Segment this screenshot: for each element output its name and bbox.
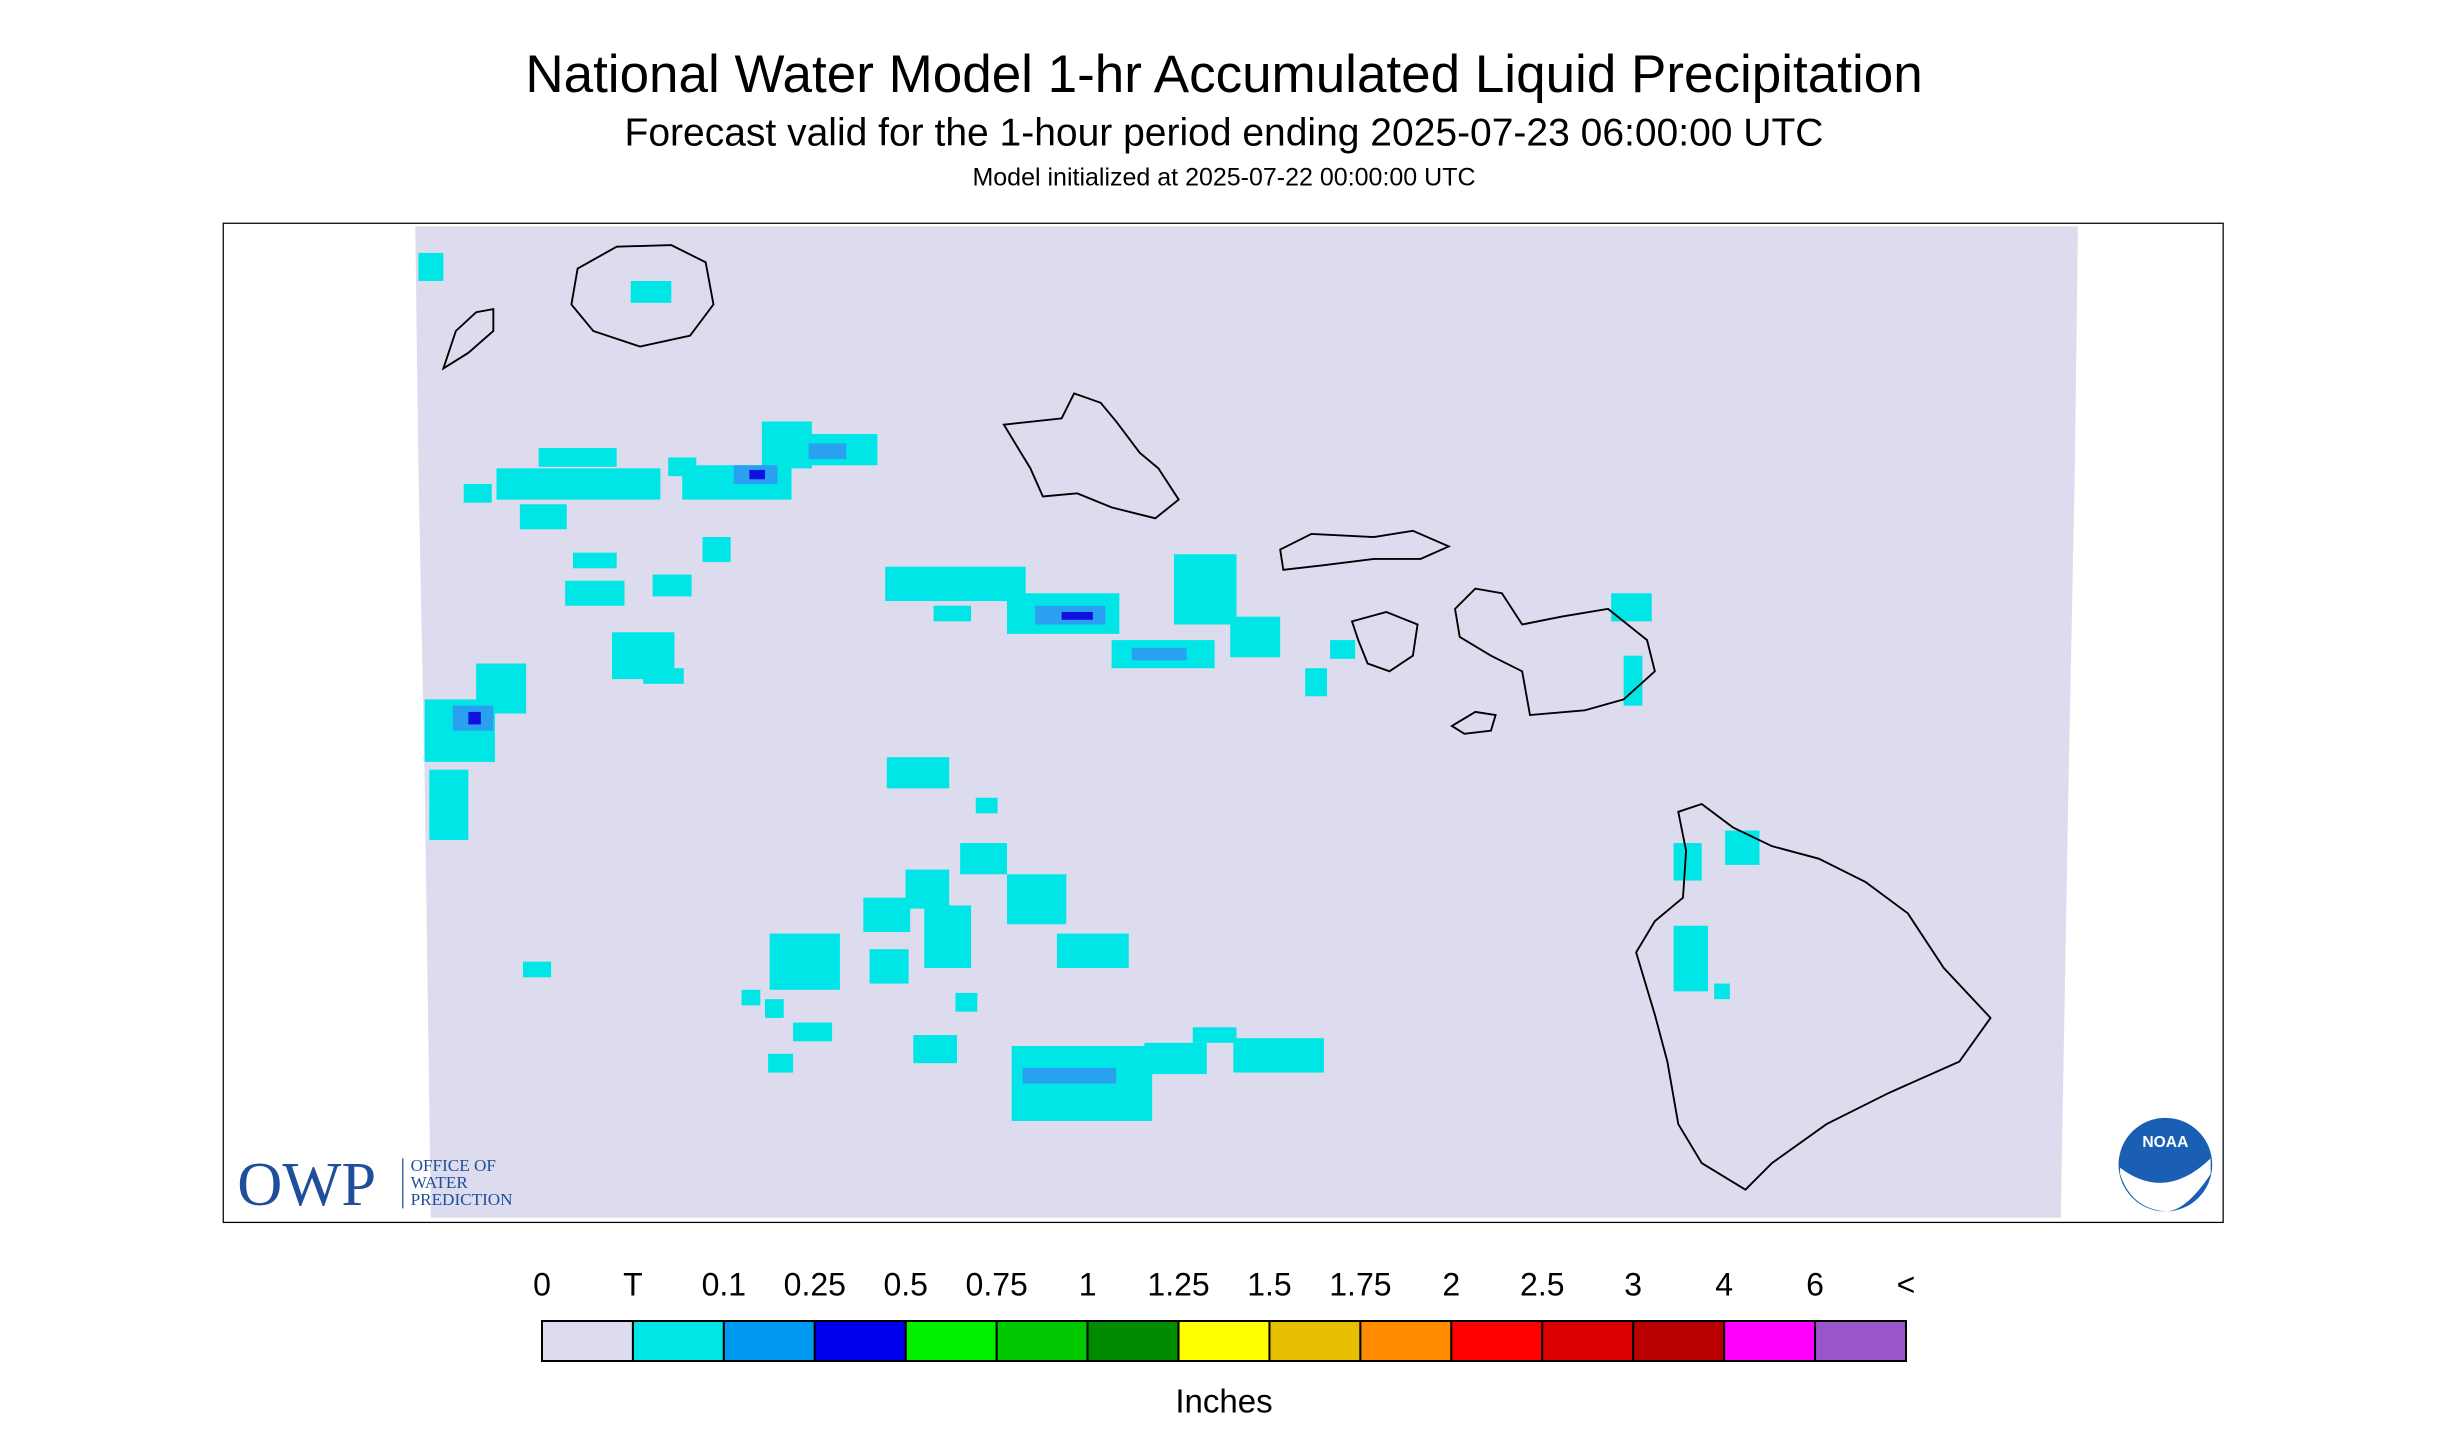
owp-logo: OWP OFFICE OF WATER PREDICTION: [237, 1149, 512, 1219]
colorbar-label: 2: [1442, 1266, 1460, 1302]
colorbar-label: 1: [1079, 1266, 1097, 1302]
colorbar-swatch: [1177, 1320, 1271, 1362]
colorbar-swatch: [1359, 1320, 1453, 1362]
colorbar-label: 0.1: [702, 1266, 746, 1302]
colorbar-label: 3: [1624, 1266, 1642, 1302]
colorbar-swatch: [904, 1320, 998, 1362]
colorbar-label: <: [1897, 1266, 1916, 1302]
map: OWP OFFICE OF WATER PREDICTION NOAA: [222, 222, 2224, 1224]
colorbar: 0 T 0.1 0.25 0.5 0.75 1 1.25 1.5 1.75 2 2.5 3 4 6 <: [533, 1266, 1916, 1362]
logo-acronym: OWP: [237, 1149, 376, 1219]
colorbar-unit: Inches: [1175, 1383, 1272, 1420]
noaa-text: NOAA: [2142, 1134, 2188, 1151]
colorbar-swatch: [541, 1320, 634, 1362]
colorbar-swatch: [813, 1320, 907, 1362]
noaa-logo: NOAA: [2118, 1117, 2213, 1212]
colorbar-label: 0.75: [966, 1266, 1028, 1302]
title: National Water Model 1-hr Accumulated Li…: [525, 45, 1922, 104]
coastlines: [441, 244, 1992, 1191]
subtitle: Forecast valid for the 1-hour period end…: [625, 111, 1824, 154]
init-time: Model initialized at 2025-07-22 00:00:00…: [972, 164, 1475, 192]
colorbar-label: T: [623, 1266, 643, 1302]
precipitation: [418, 252, 1760, 1121]
colorbar-label: 2.5: [1520, 1266, 1564, 1302]
colorbar-swatch: [1086, 1320, 1180, 1362]
colorbar-label: 0.25: [784, 1266, 846, 1302]
colorbar-swatch: [1632, 1320, 1726, 1362]
logo-line: OFFICE OF: [411, 1156, 496, 1175]
colorbar-label: 4: [1715, 1266, 1733, 1302]
colorbar-swatch: [1541, 1320, 1635, 1362]
colorbar-swatch: [1268, 1320, 1362, 1362]
colorbar-label: 6: [1806, 1266, 1824, 1302]
colorbar-swatch: [1723, 1320, 1817, 1362]
logo-line: PREDICTION: [411, 1190, 513, 1209]
logo-line: WATER: [411, 1173, 469, 1192]
colorbar-swatch: [1814, 1320, 1907, 1362]
colorbar-label: 0.5: [883, 1266, 927, 1302]
colorbar-label: 1.25: [1147, 1266, 1209, 1302]
colorbar-swatch: [1450, 1320, 1544, 1362]
colorbar-swatch: [722, 1320, 816, 1362]
colorbar-label: 1.75: [1329, 1266, 1391, 1302]
colorbar-label: 1.5: [1247, 1266, 1291, 1302]
colorbar-swatch: [995, 1320, 1089, 1362]
colorbar-swatch: [631, 1320, 725, 1362]
colorbar-label: 0: [533, 1266, 551, 1302]
